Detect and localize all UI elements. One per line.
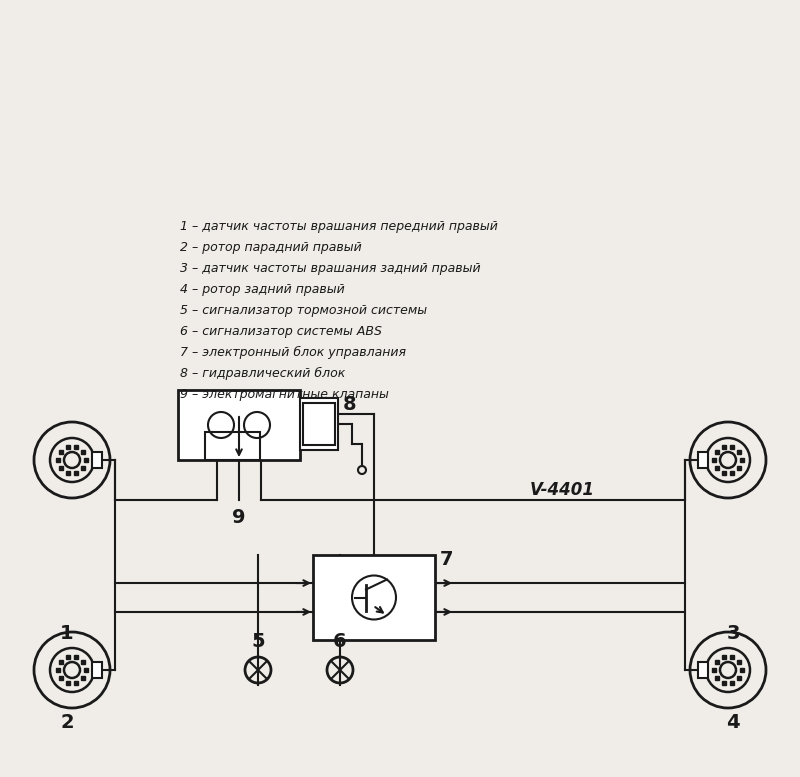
Text: 9 – электромагнитные клапаны: 9 – электромагнитные клапаны [180, 388, 389, 401]
Bar [66, 681, 70, 685]
Text: 3 – датчик частоты врашания задний правый: 3 – датчик частоты врашания задний правы… [180, 262, 481, 275]
Text: 6 – сигнализатор системы ABS: 6 – сигнализатор системы ABS [180, 325, 382, 338]
Bar [730, 655, 734, 659]
Bar [66, 655, 70, 659]
Bar [714, 676, 718, 680]
Bar [698, 452, 708, 468]
Bar [303, 403, 335, 445]
Text: 8 – гидравлический блок: 8 – гидравлический блок [180, 367, 346, 380]
Text: 2: 2 [60, 713, 74, 732]
Bar [738, 466, 742, 470]
Text: 7: 7 [440, 550, 454, 569]
Bar [74, 444, 78, 448]
Text: 5: 5 [251, 632, 265, 651]
Bar [722, 472, 726, 476]
Bar [738, 676, 742, 680]
Bar [712, 668, 716, 672]
Bar [84, 668, 88, 672]
Bar [74, 655, 78, 659]
Bar [66, 472, 70, 476]
Bar [722, 681, 726, 685]
Bar [740, 458, 744, 462]
Bar [56, 458, 60, 462]
Text: 2 – ротор парадний правый: 2 – ротор парадний правый [180, 241, 362, 254]
Bar [58, 466, 62, 470]
Bar [714, 466, 718, 470]
Bar [722, 655, 726, 659]
Text: 9: 9 [232, 508, 246, 527]
Bar [82, 450, 86, 454]
Bar [74, 681, 78, 685]
Bar [730, 444, 734, 448]
Bar [178, 390, 300, 460]
Bar [82, 660, 86, 664]
Text: 4 – ротор задний правый: 4 – ротор задний правый [180, 283, 345, 296]
Text: 4: 4 [726, 713, 740, 732]
Bar [66, 444, 70, 448]
Bar [56, 668, 60, 672]
Bar [84, 458, 88, 462]
Bar [730, 472, 734, 476]
Text: 1: 1 [60, 624, 74, 643]
Bar [82, 466, 86, 470]
Bar [740, 668, 744, 672]
Bar [58, 676, 62, 680]
Bar [714, 660, 718, 664]
Bar [730, 681, 734, 685]
Text: V-4401: V-4401 [530, 481, 595, 499]
Bar [92, 662, 102, 678]
Text: 6: 6 [333, 632, 347, 651]
Bar [82, 676, 86, 680]
Bar [698, 662, 708, 678]
Bar [300, 398, 338, 450]
Bar [738, 450, 742, 454]
Text: 5 – сигнализатор тормозной системы: 5 – сигнализатор тормозной системы [180, 304, 427, 317]
Bar [714, 450, 718, 454]
Bar [74, 472, 78, 476]
Bar [738, 660, 742, 664]
Text: 1 – датчик частоты врашания передний правый: 1 – датчик частоты врашания передний пра… [180, 220, 498, 233]
Bar [58, 450, 62, 454]
Bar [722, 444, 726, 448]
Text: 8: 8 [343, 395, 357, 414]
Text: 3: 3 [726, 624, 740, 643]
Text: 7 – электронный блок управлания: 7 – электронный блок управлания [180, 346, 406, 359]
Bar [205, 432, 260, 460]
Bar [58, 660, 62, 664]
Bar [712, 458, 716, 462]
Bar [92, 452, 102, 468]
Bar [313, 555, 435, 640]
